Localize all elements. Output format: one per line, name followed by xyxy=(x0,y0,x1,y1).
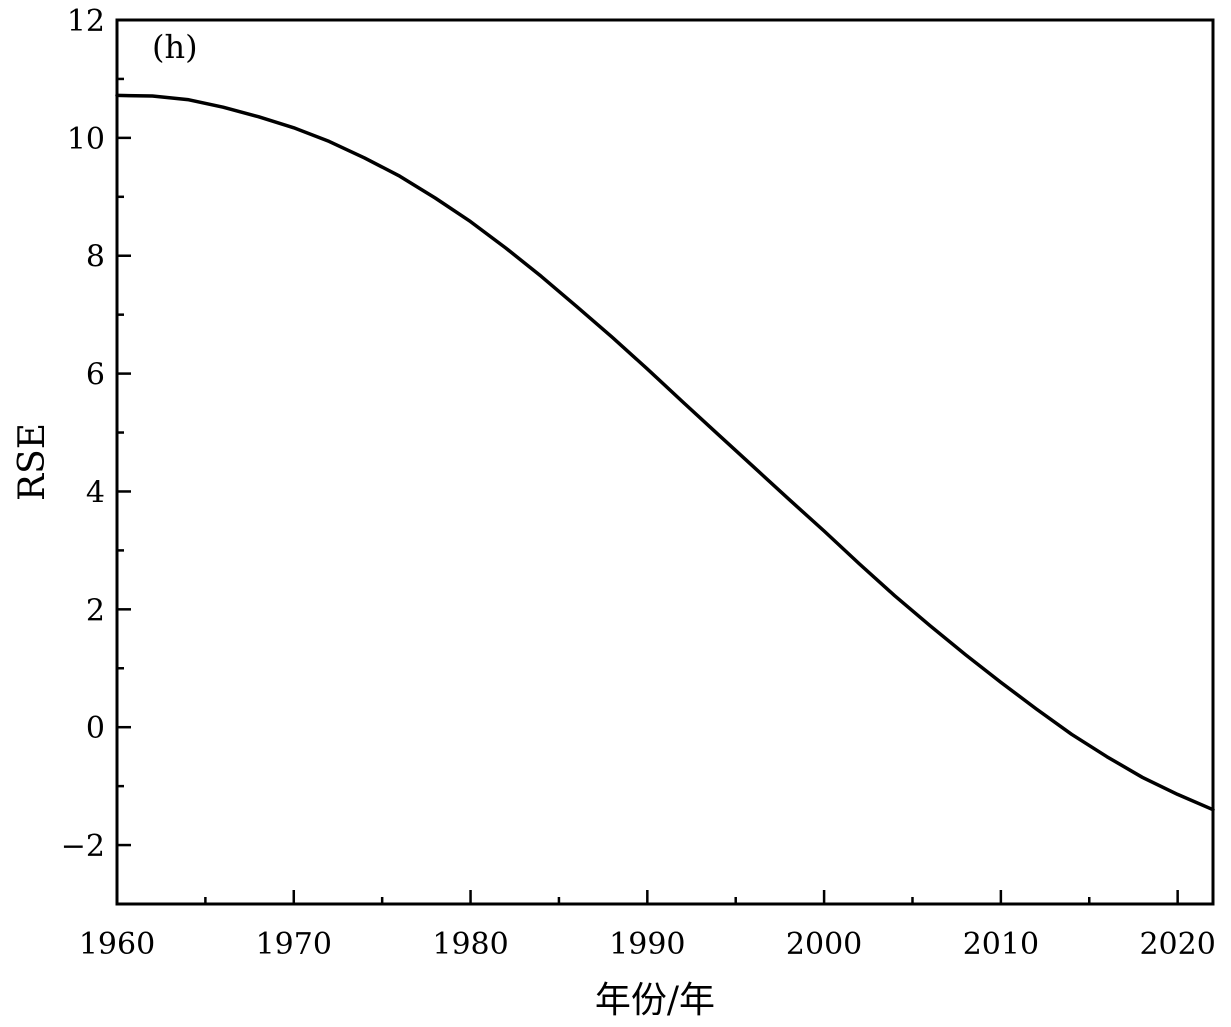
x-tick-label: 2010 xyxy=(963,927,1039,962)
x-tick-label: 1970 xyxy=(256,927,332,962)
y-tick-label: 4 xyxy=(86,475,105,510)
x-tick-label: 1960 xyxy=(79,927,155,962)
axis-tick-labels: 1960 1970 1980 1990 2000 2010 2020 −2 0 2 4 6 8 10 12 xyxy=(61,4,1216,962)
y-tick-label: 12 xyxy=(67,4,105,39)
x-tick-label: 2020 xyxy=(1139,927,1215,962)
y-tick-label: 10 xyxy=(67,122,105,157)
axis-ticks xyxy=(115,18,1179,906)
y-axis-title: RSE xyxy=(12,423,53,501)
y-tick-label: 8 xyxy=(86,240,105,275)
y-tick-label: 2 xyxy=(86,593,105,628)
y-tick-label: 0 xyxy=(86,711,105,746)
series-line xyxy=(115,93,1215,812)
x-tick-label: 2000 xyxy=(786,927,862,962)
y-tick-label: −2 xyxy=(61,829,105,864)
x-tick-label: 1990 xyxy=(609,927,685,962)
x-tick-label: 1980 xyxy=(432,927,508,962)
y-tick-label: 6 xyxy=(86,358,105,393)
panel-label: (h) xyxy=(152,28,198,66)
x-axis-title: 年份/年 xyxy=(595,980,715,1021)
plot-frame xyxy=(115,18,1215,906)
